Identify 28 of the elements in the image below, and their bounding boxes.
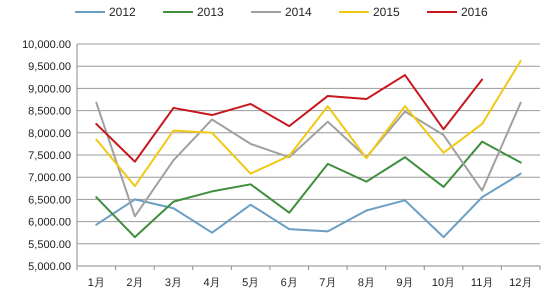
x-tick-label: 4月 (203, 277, 221, 289)
legend-label: 2012 (109, 5, 136, 19)
y-tick-label: 9,000.00 (28, 83, 71, 96)
x-tick-label: 11月 (470, 277, 494, 289)
x-tick-label: 8月 (358, 277, 375, 289)
y-tick-label: 6,000.00 (28, 216, 71, 229)
y-tick-label: 8,000.00 (28, 128, 71, 140)
x-tick-label: 5月 (242, 277, 260, 289)
legend-label: 2015 (373, 5, 400, 19)
y-tick-label: 10,000.00 (22, 39, 71, 51)
y-tick-label: 7,500.00 (28, 150, 71, 162)
x-tick-label: 10月 (432, 277, 456, 289)
legend-label: 2016 (461, 5, 488, 19)
x-tick-label: 7月 (319, 277, 336, 289)
x-tick-label: 3月 (164, 277, 182, 289)
x-tick-label: 6月 (280, 277, 298, 289)
y-tick-label: 8,500.00 (28, 106, 71, 118)
x-tick-label: 2月 (126, 277, 144, 289)
y-tick-label: 7,000.00 (28, 172, 71, 184)
x-tick-label: 1月 (88, 277, 105, 289)
y-tick-label: 5,500.00 (28, 238, 71, 251)
legend-label: 2014 (285, 5, 312, 19)
x-tick-label: 12月 (509, 277, 532, 289)
x-tick-label: 9月 (396, 277, 414, 289)
y-tick-label: 5,000.00 (28, 261, 71, 273)
y-tick-label: 6,500.00 (28, 194, 71, 206)
legend-label: 2013 (197, 5, 224, 19)
y-tick-label: 9,500.00 (28, 61, 71, 74)
